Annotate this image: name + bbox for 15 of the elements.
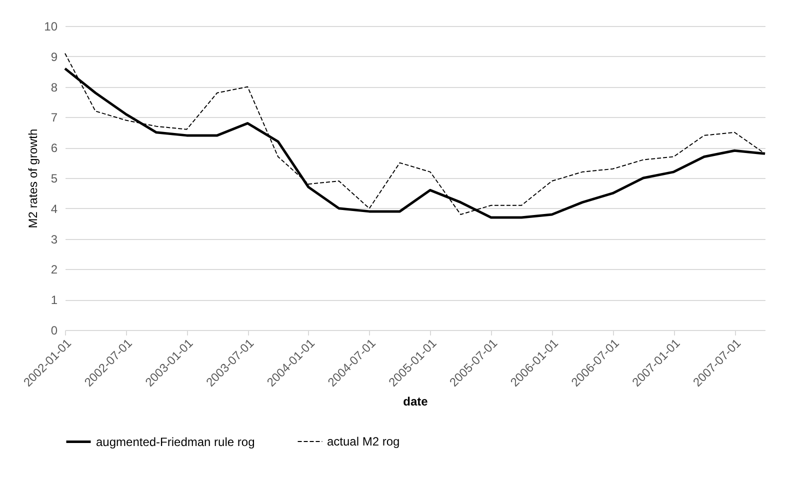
y-tick-label: 6 [50, 141, 58, 156]
y-tick-label: 1 [50, 293, 58, 308]
y-tick-label: 8 [50, 80, 58, 94]
legend-label: actual M2 rog [327, 434, 400, 448]
y-tick-label: 9 [50, 50, 58, 64]
y-tick-label: 5 [50, 172, 58, 186]
y-tick-label: 7 [50, 110, 58, 125]
y-tick-label: 2 [50, 262, 58, 277]
y-tick-label: 3 [50, 232, 58, 246]
y-axis-title: M2 rates of growth [26, 128, 40, 228]
legend-label: augmented-Friedman rule rog [96, 434, 255, 449]
y-tick-label: 10 [44, 20, 58, 34]
x-axis-title: date [403, 394, 428, 409]
y-tick-label: 4 [50, 202, 58, 216]
y-tick-label: 0 [50, 324, 58, 338]
